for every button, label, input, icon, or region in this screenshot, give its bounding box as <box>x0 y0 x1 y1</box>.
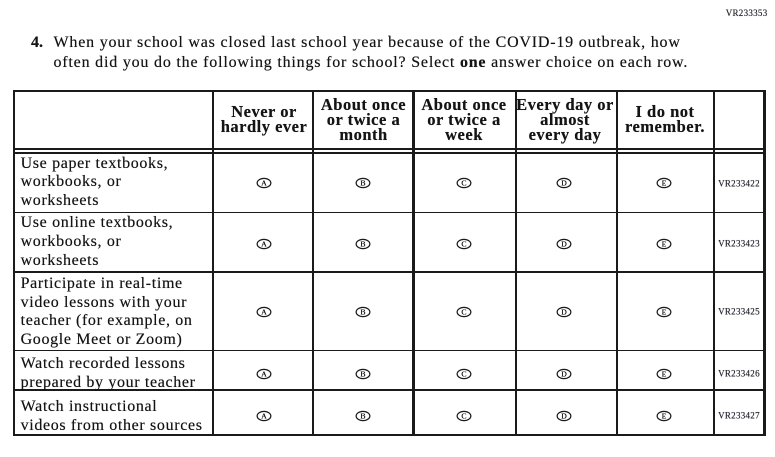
svg-text:A: A <box>261 240 267 249</box>
svg-text:B: B <box>361 308 366 317</box>
svg-text:E: E <box>662 412 667 421</box>
svg-text:C: C <box>461 240 466 249</box>
svg-text:E: E <box>662 308 667 317</box>
svg-text:E: E <box>662 179 667 188</box>
svg-text:D: D <box>561 179 567 188</box>
svg-text:D: D <box>561 240 567 249</box>
svg-text:B: B <box>361 370 366 379</box>
svg-text:A: A <box>261 308 267 317</box>
svg-text:B: B <box>361 412 366 421</box>
svg-text:D: D <box>561 370 567 379</box>
svg-text:B: B <box>361 240 366 249</box>
svg-text:C: C <box>461 412 466 421</box>
svg-text:B: B <box>361 179 366 188</box>
svg-text:E: E <box>662 370 667 379</box>
svg-text:C: C <box>461 370 466 379</box>
svg-text:D: D <box>561 412 567 421</box>
svg-text:C: C <box>461 308 466 317</box>
svg-text:A: A <box>261 370 267 379</box>
svg-text:C: C <box>461 179 466 188</box>
svg-text:D: D <box>561 308 567 317</box>
svg-text:A: A <box>261 412 267 421</box>
svg-text:E: E <box>662 240 667 249</box>
svg-text:A: A <box>261 179 267 188</box>
